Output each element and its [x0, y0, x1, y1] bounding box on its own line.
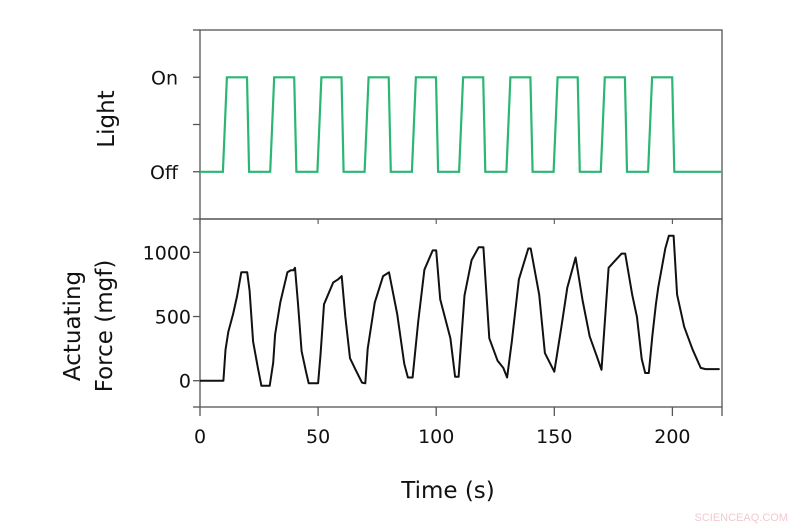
time-x-tick-label: 100: [418, 426, 454, 448]
light-trace: [200, 76, 722, 173]
time-x-tick-label: 0: [194, 426, 206, 448]
time-x-tick-label: 150: [536, 426, 572, 448]
light-y-tick-label: On: [151, 67, 178, 89]
watermark: SCIENCEAQ.COM: [694, 512, 788, 524]
time-x-tick-label: 50: [306, 426, 330, 448]
force-y-axis-title-line2: Force (mgf): [92, 260, 118, 393]
time-x-axis-ticks: 0 50 100 150 200: [194, 219, 723, 448]
force-trace: [200, 234, 720, 387]
force-y-tick-label: 0: [179, 371, 191, 393]
light-y-tick-label: Off: [150, 162, 179, 184]
force-y-tick-label: 500: [155, 307, 191, 329]
force-panel: 0 500 1000 0 50 100 150 200 Actuating Force (m…: [60, 218, 723, 504]
force-y-axis-ticks: 0 500 1000: [143, 242, 200, 408]
light-panel: Off On Light: [94, 29, 723, 220]
light-y-axis-title: Light: [94, 90, 120, 147]
time-x-tick-label: 200: [654, 426, 690, 448]
force-plot-frame: [199, 218, 723, 408]
light-y-axis-ticks: Off On: [150, 29, 200, 220]
force-y-tick-label: 1000: [143, 242, 191, 264]
force-y-axis-title-line1: Actuating: [60, 271, 86, 381]
time-x-axis-title: Time (s): [400, 478, 495, 504]
